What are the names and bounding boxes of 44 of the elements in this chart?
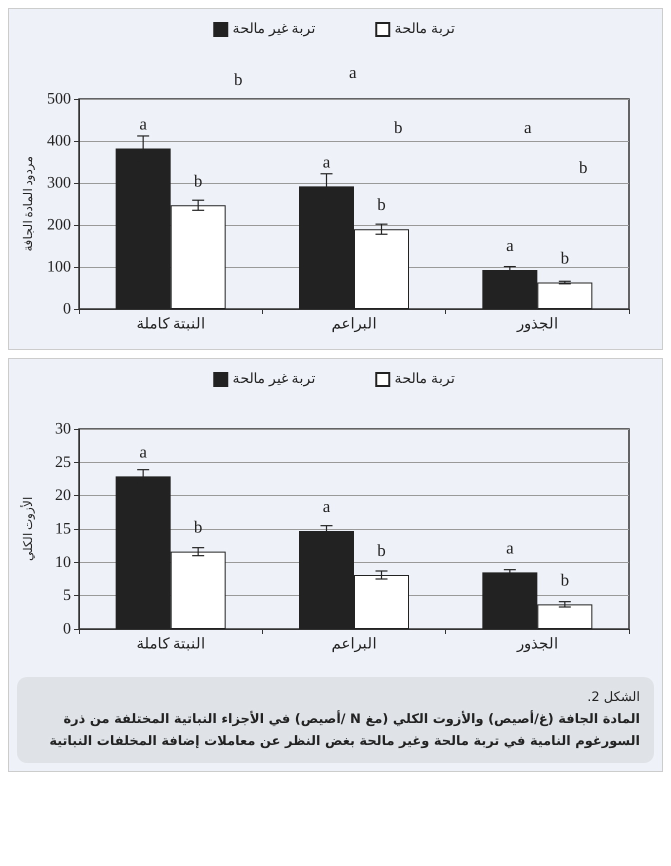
y-tick-label: 300: [47, 174, 71, 192]
annotation: a: [524, 118, 532, 137]
legend-label: تربة مالحة: [394, 372, 455, 387]
x-tick-label: الجذور: [516, 636, 558, 652]
y-tick-label: 5: [63, 587, 71, 604]
text: a: [349, 63, 357, 82]
y-tick-label: 10: [55, 554, 71, 571]
y-axis-title: الأزوت الكلي: [20, 497, 35, 561]
text: الشكل 2.: [586, 689, 640, 707]
y-tick-label: 100: [47, 258, 71, 276]
y-tick-label: 400: [47, 132, 71, 150]
data-label: a: [322, 152, 331, 172]
text: b: [234, 70, 242, 89]
y-tick-label: 500: [47, 90, 71, 108]
text: المادة الجافة (غ/أصيص) والأزوت الكلي (مغ N /أصيص) في الأجزاء النباتية المختلفة من ذرة السورغوم النامية في تربة مالحة وغير مالحة بغض النظر عن معاملات إضافة المخلفات النباتية: [48, 709, 640, 752]
y-tick-label: 0: [63, 300, 71, 318]
data-label: b: [560, 248, 570, 268]
y-tick-label: 25: [55, 454, 71, 471]
data-label: a: [322, 497, 331, 516]
x-tick-label: البراعم: [332, 316, 376, 332]
y-tick-label: 15: [55, 520, 71, 538]
annotation: b: [579, 158, 588, 177]
data-label: b: [560, 570, 570, 590]
x-tick-label: النبتة كاملة: [136, 316, 206, 332]
data-label: b: [194, 171, 202, 190]
y-tick-label: 30: [55, 420, 71, 438]
legend-label: تربة غير مالحة: [232, 372, 316, 387]
data-label: b: [377, 195, 386, 214]
data-label: b: [194, 518, 202, 537]
data-label: a: [139, 442, 148, 462]
data-label: a: [506, 538, 514, 558]
x-tick-label: الجذور: [516, 316, 558, 332]
data-label: a: [506, 236, 514, 255]
data-label: a: [139, 114, 148, 134]
y-tick-label: 200: [47, 216, 71, 234]
annotation: b: [394, 118, 402, 137]
y-axis-title: مردود المادة الجافة: [21, 156, 35, 252]
legend-label: تربة مالحة: [394, 22, 455, 37]
x-tick-label: النبتة كاملة: [136, 636, 206, 652]
legend-label: تربة غير مالحة: [232, 22, 316, 37]
y-tick-label: 20: [55, 487, 71, 504]
data-label: b: [377, 541, 386, 560]
x-tick-label: البراعم: [332, 636, 376, 652]
y-tick-label: 0: [63, 620, 71, 638]
